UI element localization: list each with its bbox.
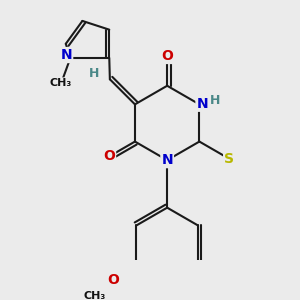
Text: N: N [196, 97, 208, 111]
Text: CH₃: CH₃ [50, 78, 72, 88]
Text: H: H [89, 67, 100, 80]
Text: S: S [224, 152, 234, 166]
Text: O: O [103, 149, 115, 164]
Text: CH₃: CH₃ [84, 291, 106, 300]
Text: O: O [161, 49, 173, 63]
Text: H: H [210, 94, 220, 107]
Text: N: N [61, 48, 72, 62]
Text: N: N [161, 153, 173, 167]
Text: O: O [108, 273, 120, 287]
